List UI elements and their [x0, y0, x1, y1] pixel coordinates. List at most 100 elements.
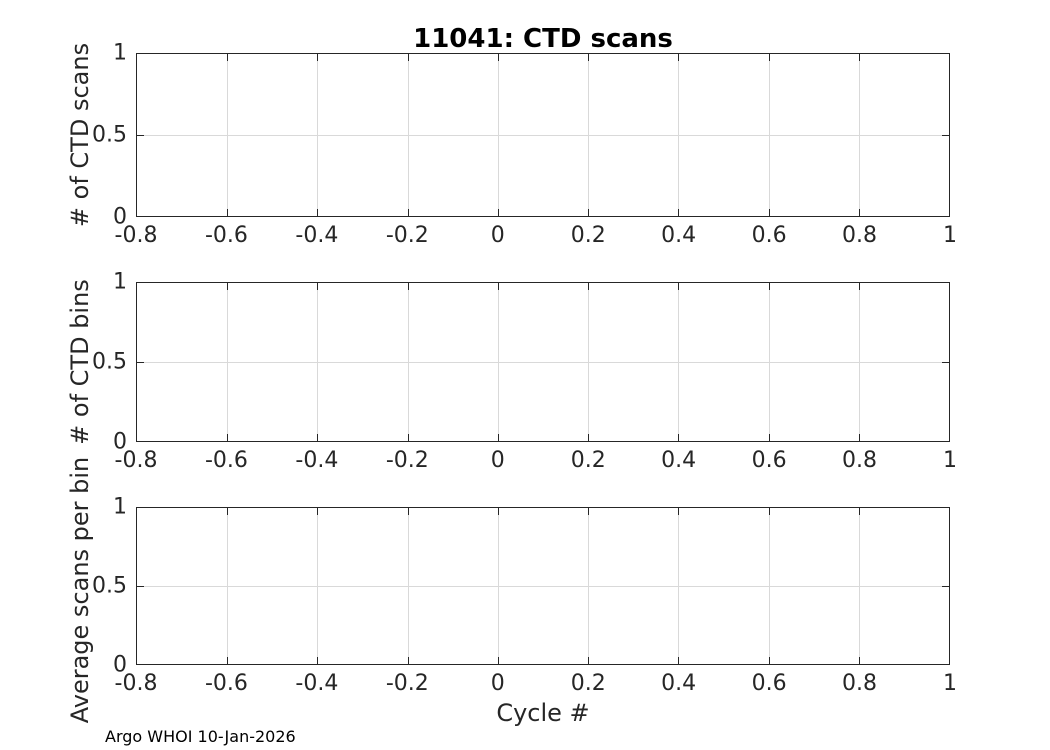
x-tick-mark — [588, 54, 590, 61]
x-tick-mark — [407, 657, 409, 664]
x-tick-mark — [678, 283, 680, 290]
x-tick-mark — [317, 508, 319, 515]
x-tick-label: -0.2 — [385, 448, 429, 473]
x-tick-label: 0.8 — [842, 671, 878, 696]
y-tick-label: 1 — [113, 40, 127, 66]
x-tick-mark — [497, 54, 499, 61]
x-tick-mark — [227, 283, 229, 290]
x-tick-mark — [588, 657, 590, 664]
y-tick-mark — [942, 586, 949, 587]
x-tick-mark — [227, 657, 229, 664]
y-gridline — [137, 586, 949, 587]
y-tick-label: 1 — [113, 494, 127, 520]
x-tick-mark — [588, 434, 590, 441]
x-tick-label: -0.6 — [204, 223, 248, 248]
x-tick-mark — [497, 209, 499, 216]
x-tick-label: 0.6 — [751, 671, 787, 696]
x-tick-mark — [858, 434, 860, 441]
x-tick-label: 1 — [943, 223, 957, 248]
x-tick-mark — [407, 434, 409, 441]
x-tick-mark — [227, 434, 229, 441]
x-tick-mark — [678, 54, 680, 61]
x-tick-mark — [407, 508, 409, 515]
x-tick-label: 0.8 — [842, 223, 878, 248]
x-tick-label: 0 — [490, 448, 505, 473]
x-tick-mark — [497, 657, 499, 664]
x-tick-mark — [768, 209, 770, 216]
x-tick-mark — [497, 508, 499, 515]
x-tick-mark — [768, 54, 770, 61]
x-tick-mark — [768, 508, 770, 515]
y-tick-label: 1 — [113, 269, 127, 295]
y-gridline — [137, 362, 949, 363]
x-tick-mark — [317, 283, 319, 290]
y-tick-mark — [137, 586, 144, 587]
x-tick-label: -0.2 — [385, 671, 429, 696]
x-tick-mark — [227, 508, 229, 515]
x-tick-mark — [407, 54, 409, 61]
x-tick-mark — [227, 209, 229, 216]
y-gridline — [137, 135, 949, 136]
x-tick-mark — [407, 209, 409, 216]
x-tick-mark — [768, 657, 770, 664]
figure-footer: Argo WHOI 10-Jan-2026 — [105, 727, 296, 746]
y-tick-label: 0.5 — [92, 573, 127, 599]
x-tick-mark — [317, 54, 319, 61]
x-tick-mark — [678, 657, 680, 664]
x-tick-mark — [858, 508, 860, 515]
x-tick-mark — [588, 508, 590, 515]
x-tick-label: -0.8 — [114, 671, 158, 696]
x-tick-mark — [407, 283, 409, 290]
y-tick-label: 0.5 — [92, 349, 127, 375]
x-tick-mark — [588, 283, 590, 290]
x-axis-label: Cycle # — [496, 699, 590, 727]
y-tick-mark — [942, 362, 949, 363]
x-tick-mark — [317, 657, 319, 664]
x-tick-mark — [497, 434, 499, 441]
x-tick-label: -0.4 — [295, 671, 339, 696]
x-tick-mark — [678, 209, 680, 216]
y-tick-mark — [942, 135, 949, 136]
x-tick-label: 0.8 — [842, 448, 878, 473]
y-tick-label: 0 — [113, 652, 127, 678]
x-tick-label: 0.2 — [570, 671, 606, 696]
x-tick-mark — [317, 434, 319, 441]
x-tick-mark — [858, 209, 860, 216]
x-tick-label: 0 — [490, 223, 505, 248]
x-tick-mark — [227, 54, 229, 61]
plot-area-ctd-bins — [136, 282, 950, 442]
y-tick-label: 0 — [113, 429, 127, 455]
x-tick-mark — [588, 209, 590, 216]
x-tick-label: -0.8 — [114, 448, 158, 473]
x-tick-label: 0.4 — [661, 671, 697, 696]
plot-area-ctd-scans — [136, 53, 950, 217]
x-tick-label: -0.4 — [295, 448, 339, 473]
plot-area-avg-scans — [136, 507, 950, 665]
x-tick-mark — [768, 283, 770, 290]
x-tick-label: 1 — [943, 448, 957, 473]
x-tick-label: -0.6 — [204, 448, 248, 473]
x-tick-label: -0.8 — [114, 223, 158, 248]
x-tick-label: 0 — [490, 671, 505, 696]
x-tick-mark — [858, 54, 860, 61]
x-tick-label: 0.6 — [751, 448, 787, 473]
x-tick-label: 0.6 — [751, 223, 787, 248]
x-tick-label: -0.2 — [385, 223, 429, 248]
y-tick-mark — [137, 362, 144, 363]
y-tick-label: 0 — [113, 204, 127, 230]
x-tick-label: 1 — [943, 671, 957, 696]
x-tick-mark — [317, 209, 319, 216]
y-tick-label: 0.5 — [92, 122, 127, 148]
x-tick-mark — [858, 283, 860, 290]
x-tick-label: -0.4 — [295, 223, 339, 248]
x-tick-mark — [497, 283, 499, 290]
y-tick-mark — [137, 135, 144, 136]
figure-title: 11041: CTD scans — [413, 24, 673, 54]
x-tick-label: 0.2 — [570, 223, 606, 248]
x-tick-mark — [858, 657, 860, 664]
x-tick-mark — [678, 508, 680, 515]
x-tick-mark — [768, 434, 770, 441]
x-tick-mark — [678, 434, 680, 441]
x-tick-label: 0.4 — [661, 448, 697, 473]
